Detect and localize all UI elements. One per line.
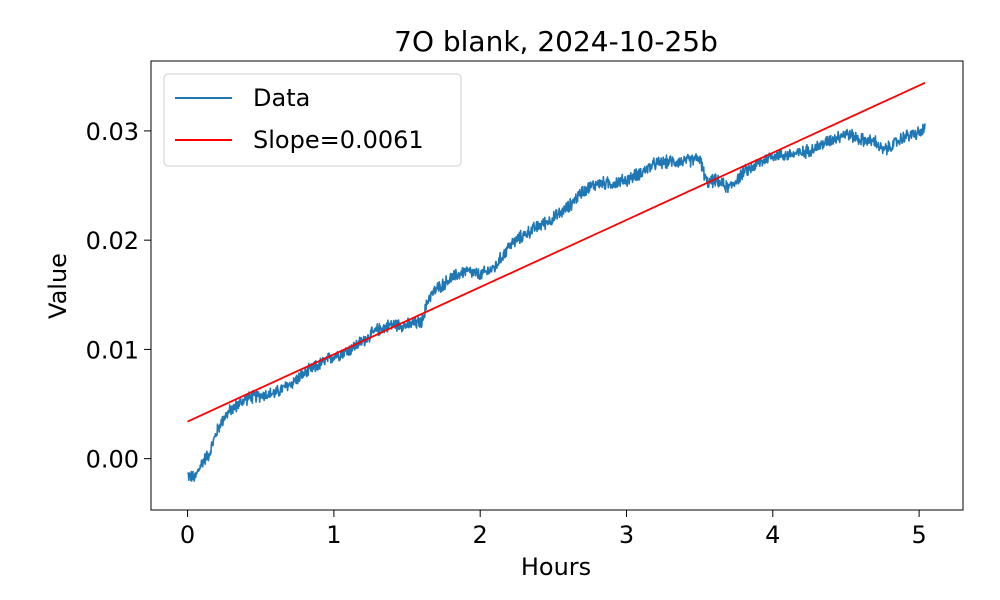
x-axis: 0 1 2 3 4 5 [180,510,927,549]
y-axis-title: Value [44,253,72,319]
x-tick-label: 3 [619,521,634,549]
legend-fit-label: Slope=0.0061 [253,126,424,154]
series-layer [186,82,926,482]
y-tick-label: 0.01 [86,336,139,364]
plot-area [150,60,964,511]
x-tick-label: 5 [911,521,926,549]
x-tick-label: 1 [326,521,341,549]
y-tick-label: 0.03 [86,118,139,146]
y-axis: 0.00 0.01 0.02 0.03 [86,118,151,474]
y-tick-label: 0.02 [86,227,139,255]
chart-title: 7O blank, 2024-10-25b [394,25,718,58]
y-tick-label: 0.00 [86,446,139,474]
legend-box [163,73,462,167]
x-tick-label: 4 [765,521,780,549]
legend-data-label: Data [253,84,310,112]
legend: Data Slope=0.0061 [163,73,462,167]
x-tick-label: 0 [180,521,195,549]
plot-frame [150,60,964,511]
slope-fit-line [187,82,926,423]
x-axis-title: Hours [521,553,591,581]
x-tick-label: 2 [473,521,488,549]
